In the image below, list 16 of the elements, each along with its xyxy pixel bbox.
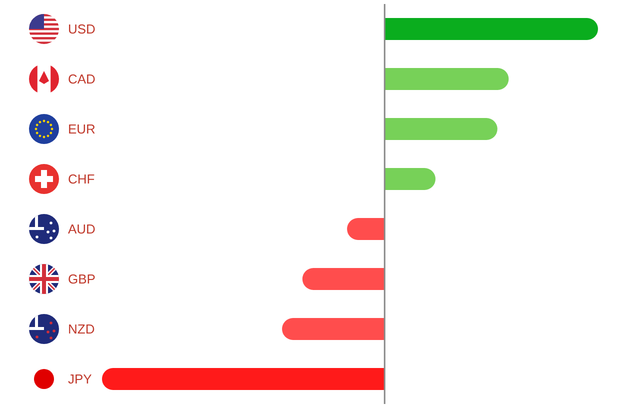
y-tick-label: EUR [68,122,96,137]
y-tick-label: NZD [68,322,95,337]
y-tick-label: JPY [68,372,92,387]
bar [102,368,385,390]
y-tick-label: CAD [68,72,96,87]
y-tick-label: USD [68,22,96,37]
bar [384,68,509,90]
bar [282,318,385,340]
y-tick-label: GBP [68,272,96,287]
bar [347,218,385,240]
bar [384,18,598,40]
bar [384,118,498,140]
y-tick-label: CHF [68,172,95,187]
bar [384,168,436,190]
bar [302,268,385,290]
y-tick-label: AUD [68,222,96,237]
